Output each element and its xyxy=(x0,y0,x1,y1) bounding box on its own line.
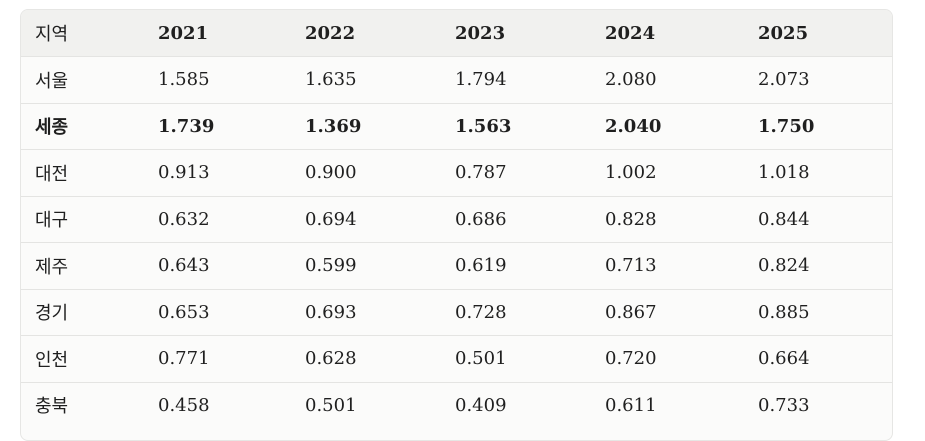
value-cell: 0.409 xyxy=(455,394,507,416)
header-year: 2024 xyxy=(591,10,744,57)
value-cell: 0.643 xyxy=(144,242,291,290)
value-cell: 0.713 xyxy=(591,242,744,290)
value-cell: 0.733 xyxy=(758,394,810,416)
header-year: 2022 xyxy=(291,10,441,57)
value-cell: 1.563 xyxy=(441,103,591,150)
value-cell: 0.728 xyxy=(441,289,591,336)
table-row: 인천 0.771 0.628 0.501 0.720 0.664 xyxy=(21,335,892,383)
table-header-row: 지역 2021 2022 2023 2024 2025 xyxy=(21,10,892,57)
value-cell: 0.664 xyxy=(744,335,892,383)
table-row: 충북 0.458 0.501 0.409 0.611 0.733 xyxy=(21,382,892,428)
region-cell: 세종 xyxy=(21,103,144,150)
value-cell: 0.824 xyxy=(744,242,892,290)
value-cell: 1.750 xyxy=(744,103,892,150)
region-cell: 경기 xyxy=(21,289,144,336)
value-cell: 1.369 xyxy=(291,103,441,150)
region-cell: 인천 xyxy=(21,335,144,383)
value-cell: 0.787 xyxy=(441,149,591,197)
value-cell: 1.585 xyxy=(144,56,291,104)
value-cell: 0.611 xyxy=(605,394,657,416)
table-row: 경기 0.653 0.693 0.728 0.867 0.885 xyxy=(21,289,892,336)
value-cell: 0.844 xyxy=(744,196,892,243)
value-cell: 1.018 xyxy=(744,149,892,197)
table-row: 세종 1.739 1.369 1.563 2.040 1.750 xyxy=(21,103,892,150)
value-cell: 0.828 xyxy=(591,196,744,243)
region-year-table: 지역 2021 2022 2023 2024 2025 서울 1.585 1.635… xyxy=(21,10,892,428)
header-year: 2025 xyxy=(744,10,892,57)
header-region: 지역 xyxy=(21,10,144,57)
region-cell: 대구 xyxy=(21,196,144,243)
value-cell: 0.619 xyxy=(441,242,591,290)
value-cell: 0.628 xyxy=(291,335,441,383)
value-cell: 0.885 xyxy=(744,289,892,336)
table-row: 서울 1.585 1.635 1.794 2.080 2.073 xyxy=(21,56,892,104)
value-cell: 0.599 xyxy=(291,242,441,290)
region-cell: 서울 xyxy=(21,56,144,104)
value-cell: 1.794 xyxy=(441,56,591,104)
value-cell: 2.073 xyxy=(744,56,892,104)
value-cell: 0.694 xyxy=(291,196,441,243)
table-row: 대구 0.632 0.694 0.686 0.828 0.844 xyxy=(21,196,892,243)
region-cell: 충북 xyxy=(35,396,69,418)
value-cell: 0.632 xyxy=(144,196,291,243)
value-cell: 0.867 xyxy=(591,289,744,336)
value-cell: 0.501 xyxy=(305,394,357,416)
table-row: 대전 0.913 0.900 0.787 1.002 1.018 xyxy=(21,149,892,197)
value-cell: 0.913 xyxy=(144,149,291,197)
header-year: 2023 xyxy=(441,10,591,57)
header-year: 2021 xyxy=(144,10,291,57)
data-table-container: 지역 2021 2022 2023 2024 2025 서울 1.585 1.635… xyxy=(20,9,893,441)
table-body: 서울 1.585 1.635 1.794 2.080 2.073 세종 1.739 1.369 1… xyxy=(21,56,892,429)
value-cell: 0.720 xyxy=(591,335,744,383)
value-cell: 0.501 xyxy=(441,335,591,383)
value-cell: 2.040 xyxy=(591,103,744,150)
value-cell: 1.635 xyxy=(291,56,441,104)
value-cell: 0.653 xyxy=(144,289,291,336)
region-cell: 제주 xyxy=(21,242,144,290)
value-cell: 0.900 xyxy=(291,149,441,197)
value-cell: 2.080 xyxy=(591,56,744,104)
value-cell: 1.002 xyxy=(591,149,744,197)
value-cell: 0.693 xyxy=(291,289,441,336)
table-row: 제주 0.643 0.599 0.619 0.713 0.824 xyxy=(21,242,892,290)
value-cell: 0.771 xyxy=(144,335,291,383)
value-cell: 0.686 xyxy=(441,196,591,243)
value-cell: 0.458 xyxy=(158,394,210,416)
region-cell: 대전 xyxy=(21,149,144,197)
value-cell: 1.739 xyxy=(144,103,291,150)
